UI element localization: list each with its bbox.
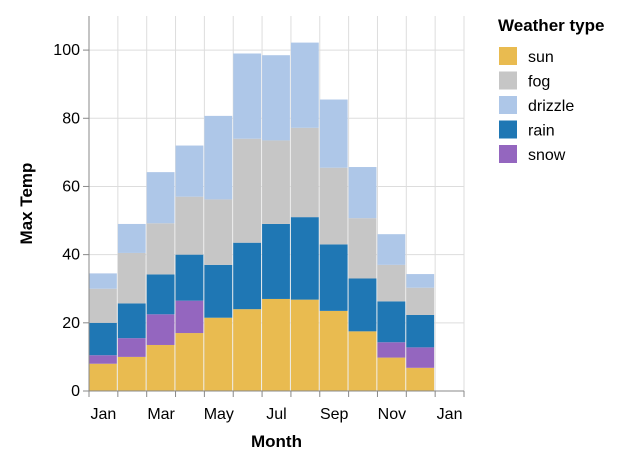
bar-rain-nov xyxy=(377,301,406,343)
bar-fog-mar xyxy=(146,223,175,275)
legend-label-fog: fog xyxy=(528,74,550,91)
bar-sun-feb xyxy=(117,356,146,391)
legend: Weather type sun fog drizzle rain snow xyxy=(498,16,604,164)
x-tick-label: Nov xyxy=(378,406,406,423)
bar-sun-jan xyxy=(89,363,117,391)
bar-drizzle-oct xyxy=(348,167,377,219)
bar-sun-sep xyxy=(319,310,348,391)
legend-swatch-sun xyxy=(499,47,517,65)
legend-swatch-fog xyxy=(499,71,517,90)
bar-drizzle-mar xyxy=(146,172,175,224)
bar-fog-nov xyxy=(377,264,406,302)
bar-sun-mar xyxy=(146,344,175,391)
bar-rain-apr xyxy=(175,254,204,301)
legend-swatch-drizzle xyxy=(499,96,517,114)
x-axis-title: Month xyxy=(251,432,302,451)
bar-drizzle-feb xyxy=(117,223,146,253)
bar-sun-nov xyxy=(377,357,406,391)
bar-drizzle-apr xyxy=(175,145,204,197)
bar-snow-feb xyxy=(117,338,146,357)
legend-title: Weather type xyxy=(498,16,604,35)
bar-rain-oct xyxy=(348,278,377,332)
bar-fog-oct xyxy=(348,218,377,279)
bar-drizzle-jul xyxy=(262,55,290,141)
bar-snow-jan xyxy=(89,355,117,364)
legend-label-rain: rain xyxy=(528,123,555,140)
x-tick-label: Sep xyxy=(320,406,349,423)
bars xyxy=(89,42,435,391)
bar-rain-jan xyxy=(89,322,117,356)
y-tick-label: 40 xyxy=(62,247,80,264)
bar-fog-dec xyxy=(406,287,435,315)
bar-snow-apr xyxy=(175,300,204,334)
bar-sun-jul xyxy=(262,298,290,391)
y-tick-label: 20 xyxy=(62,315,80,332)
x-tick-label: May xyxy=(204,406,234,423)
bar-fog-sep xyxy=(319,167,348,245)
bar-snow-nov xyxy=(377,342,406,358)
bar-fog-jan xyxy=(89,288,117,323)
bar-rain-may xyxy=(204,264,233,318)
bar-snow-dec xyxy=(406,347,435,368)
bar-drizzle-dec xyxy=(406,274,435,288)
x-tick-label: Mar xyxy=(147,406,175,423)
bar-fog-jun xyxy=(233,138,262,243)
bar-drizzle-aug xyxy=(290,42,319,128)
legend-label-snow: snow xyxy=(528,147,566,164)
bar-fog-apr xyxy=(175,196,204,255)
bar-fog-may xyxy=(204,199,233,265)
bar-drizzle-jun xyxy=(233,53,262,139)
bar-drizzle-jan xyxy=(89,273,117,289)
x-tick-label: Jul xyxy=(266,406,286,423)
bar-sun-apr xyxy=(175,333,204,391)
bar-sun-jun xyxy=(233,309,262,391)
bar-sun-aug xyxy=(290,299,319,391)
bar-rain-aug xyxy=(290,217,319,300)
axes: 0 20 40 60 80 100 Jan Mar May Jul Sep Nov Jan xyxy=(53,16,465,423)
bar-rain-mar xyxy=(146,274,175,315)
bar-rain-dec xyxy=(406,314,435,348)
legend-label-drizzle: drizzle xyxy=(528,98,574,115)
legend-swatch-snow xyxy=(499,145,517,163)
bar-sun-dec xyxy=(406,367,435,391)
bar-sun-oct xyxy=(348,331,377,391)
y-tick-label: 80 xyxy=(62,110,80,127)
legend-label-sun: sun xyxy=(528,49,554,66)
bar-rain-sep xyxy=(319,244,348,311)
bar-rain-feb xyxy=(117,303,146,339)
bar-sun-may xyxy=(204,317,233,391)
bar-rain-jul xyxy=(262,223,290,299)
y-tick-label: 100 xyxy=(53,42,80,59)
bar-drizzle-nov xyxy=(377,234,406,265)
bar-drizzle-sep xyxy=(319,99,348,168)
x-tick-label: Jan xyxy=(91,406,117,423)
y-axis-title: Max Temp xyxy=(17,163,36,245)
bar-snow-mar xyxy=(146,314,175,345)
y-tick-label: 60 xyxy=(62,178,80,195)
x-tick-label: Jan xyxy=(437,406,463,423)
bar-drizzle-may xyxy=(204,115,233,200)
y-tick-label: 0 xyxy=(71,383,80,400)
bar-fog-feb xyxy=(117,252,146,304)
bar-fog-aug xyxy=(290,127,319,218)
legend-swatch-rain xyxy=(499,120,517,139)
bar-fog-jul xyxy=(262,140,290,224)
bar-rain-jun xyxy=(233,242,262,310)
